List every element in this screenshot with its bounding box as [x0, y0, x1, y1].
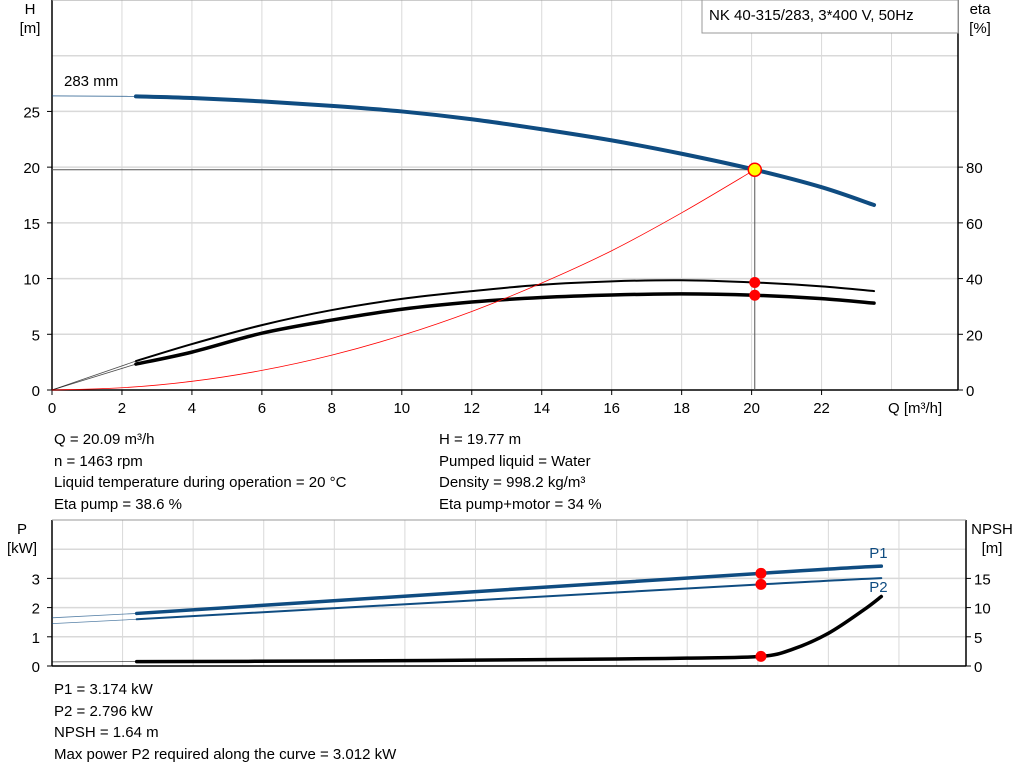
- x-tick-label: 10: [393, 400, 410, 417]
- y-tick-label: 15: [23, 216, 40, 233]
- P1-label: P1: [869, 545, 887, 562]
- info-max-power: Max power P2 required along the curve = …: [54, 745, 397, 763]
- y-tick-label: 3: [32, 571, 40, 588]
- info-top-right: H = 19.77 m Pumped liquid = Water Densit…: [439, 429, 602, 515]
- y-axis-label: [kW]: [7, 540, 37, 557]
- x-tick-label: 4: [188, 400, 196, 417]
- info-top-left: Q = 20.09 m³/h n = 1463 rpm Liquid tempe…: [54, 429, 346, 515]
- duty-point-marker: [755, 578, 767, 590]
- NPSH-curve: [134, 594, 884, 664]
- x-tick-label: 16: [603, 400, 620, 417]
- y-tick-label: 25: [23, 104, 40, 121]
- y-tick-label: 1: [32, 630, 40, 647]
- chart-title-box: [701, 0, 959, 34]
- info-npsh: NPSH = 1.64 m: [54, 724, 159, 741]
- y2-tick-label: 15: [974, 571, 991, 588]
- info-n: n = 1463 rpm: [54, 452, 143, 470]
- y2-axis-label: [m]: [982, 540, 1003, 557]
- eta-pump-curve: [134, 279, 876, 363]
- y-tick-label: 20: [23, 160, 40, 177]
- info-liquid: Pumped liquid = Water: [439, 452, 591, 470]
- x-tick-label: 12: [463, 400, 480, 417]
- y2-tick-label: 0: [974, 659, 982, 676]
- info-temperature: Liquid temperature during operation = 20…: [54, 474, 347, 491]
- system-curve-curve: [51, 169, 756, 391]
- duty-point-marker: [749, 276, 761, 288]
- info-density: Density = 998.2 kg/m³: [439, 474, 586, 491]
- info-h: H = 19.77 m: [439, 431, 522, 448]
- info-p2: P2 = 2.796 kW: [54, 702, 153, 720]
- y2-tick-label: 0: [966, 383, 974, 400]
- y2-tick-label: 5: [974, 630, 982, 647]
- x-tick-label: 0: [48, 400, 56, 417]
- x-tick-label: 20: [743, 400, 760, 417]
- y-tick-label: 2: [32, 601, 40, 618]
- chart-title: NK 40-315/283, 3*400 V, 50Hz: [709, 7, 914, 24]
- y2-tick-label: 40: [966, 272, 983, 289]
- info-p1: P1 = 3.174 kW: [54, 681, 153, 698]
- x-tick-label: 8: [328, 400, 336, 417]
- y-axis-label: [m]: [20, 20, 41, 37]
- x-tick-label: 2: [118, 400, 126, 417]
- y2-tick-label: 60: [966, 216, 983, 233]
- head-curve: [133, 94, 877, 208]
- duty-point-marker: [755, 650, 767, 662]
- P2-curve: [135, 577, 883, 621]
- y2-axis-label: [%]: [969, 20, 991, 37]
- info-eta-pump-motor: Eta pump+motor = 34 %: [439, 495, 602, 513]
- y2-tick-label: 10: [974, 601, 991, 618]
- eta-pump-motor-curve-extension: [51, 363, 137, 391]
- y2-axis-label: eta: [970, 1, 992, 18]
- P2-label: P2: [869, 579, 887, 596]
- operating-point-marker: [747, 162, 763, 177]
- P2-curve-extension: [51, 618, 137, 625]
- P1-curve-extension: [51, 613, 137, 619]
- y-tick-label: 5: [32, 327, 40, 344]
- y2-tick-label: 20: [966, 327, 983, 344]
- duty-point-marker: [755, 567, 767, 579]
- info-eta-pump: Eta pump = 38.6 %: [54, 495, 182, 513]
- info-q: Q = 20.09 m³/h: [54, 431, 155, 448]
- info-bottom: P1 = 3.174 kW P2 = 2.796 kW NPSH = 1.64 …: [54, 679, 396, 765]
- y-tick-label: 10: [23, 272, 40, 289]
- x-tick-label: 14: [533, 400, 550, 417]
- y-axis-label: H: [25, 1, 36, 18]
- y-axis-label: P: [17, 521, 27, 538]
- P1-curve: [134, 564, 884, 616]
- y-tick-label: 0: [32, 383, 40, 400]
- eta-pump-curve-extension: [51, 360, 137, 391]
- duty-point-marker: [749, 289, 761, 301]
- y-tick-label: 0: [32, 659, 40, 676]
- impeller-diameter-label: 283 mm: [64, 73, 118, 90]
- x-axis-label: Q [m³/h]: [888, 400, 942, 417]
- y2-tick-label: 80: [966, 160, 983, 177]
- y2-axis-label: NPSH: [971, 521, 1013, 538]
- x-tick-label: 18: [673, 400, 690, 417]
- x-tick-label: 6: [258, 400, 266, 417]
- x-tick-label: 22: [813, 400, 830, 417]
- head-curve-extension: [51, 95, 136, 97]
